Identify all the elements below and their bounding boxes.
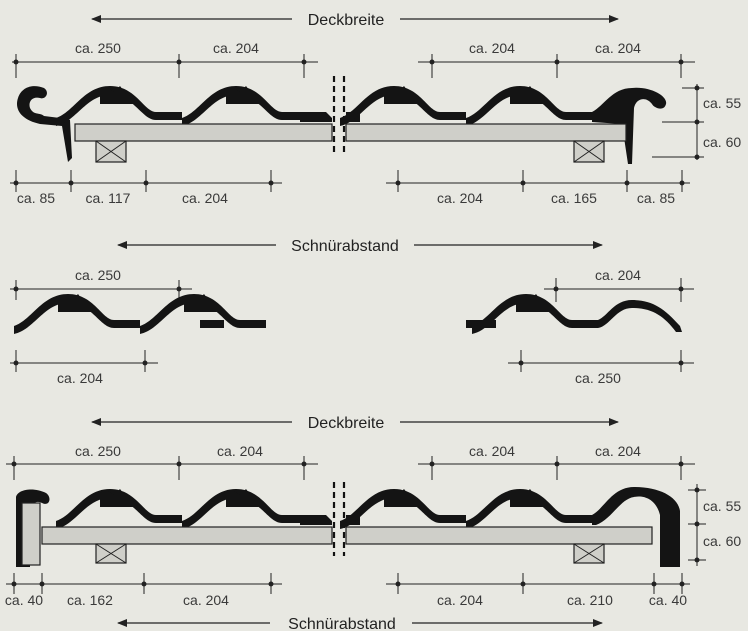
- dim-label: ca. 250: [75, 267, 121, 283]
- dim-label: ca. 204: [437, 592, 483, 608]
- heading-schnurabstand: Schnürabstand: [291, 238, 399, 255]
- dim-label: ca. 162: [67, 592, 113, 608]
- batten: [74, 123, 333, 142]
- dim-label: ca. 204: [57, 370, 103, 386]
- dim-label: ca. 204: [182, 190, 228, 206]
- dim-label: ca. 204: [217, 443, 263, 459]
- diagram-3: Deckbreite ca. 250 ca. 204 ca. 204 ca. 2…: [5, 415, 741, 631]
- diagram-1: Deckbreite ca. 250 ca. 204 ca. 204 ca. 2…: [10, 12, 741, 206]
- dim-label: ca. 250: [75, 40, 121, 56]
- dim-label: ca. 85: [17, 190, 55, 206]
- dim-label: ca. 210: [567, 592, 613, 608]
- dim-label: ca. 204: [595, 40, 641, 56]
- dim-label: ca. 55: [703, 95, 741, 111]
- dim-label: ca. 204: [595, 267, 641, 283]
- dim-label: ca. 250: [575, 370, 621, 386]
- heading-deckbreite: Deckbreite: [308, 12, 385, 29]
- dim-label: ca. 85: [637, 190, 675, 206]
- dim-label: ca. 250: [75, 443, 121, 459]
- dim-label: ca. 204: [437, 190, 483, 206]
- dim-label: ca. 204: [183, 592, 229, 608]
- single-tile-right: [466, 294, 682, 334]
- dim-label: ca. 204: [469, 40, 515, 56]
- dim-label: ca. 40: [649, 592, 687, 608]
- roof-tiles-right-verge: [340, 487, 680, 567]
- batten: [345, 123, 627, 142]
- heading-schnurabstand: Schnürabstand: [288, 616, 396, 631]
- dim-label: ca. 55: [703, 498, 741, 514]
- dim-label: ca. 204: [213, 40, 259, 56]
- dim-label: ca. 165: [551, 190, 597, 206]
- dim-label: ca. 60: [703, 134, 741, 150]
- dim-label: ca. 204: [595, 443, 641, 459]
- single-tile-left: [14, 294, 266, 334]
- roof-tiles-left: [16, 86, 332, 162]
- dim-label: ca. 204: [469, 443, 515, 459]
- dim-label: ca. 40: [5, 592, 43, 608]
- roof-tiles-right: [340, 86, 667, 164]
- diagram-2: Schnürabstand ca. 250 ca. 204 ca. 204: [10, 238, 694, 386]
- roof-tiles-left-verge: [16, 489, 332, 567]
- heading-deckbreite: Deckbreite: [308, 415, 385, 432]
- dim-label: ca. 117: [86, 190, 131, 206]
- dim-label: ca. 60: [703, 533, 741, 549]
